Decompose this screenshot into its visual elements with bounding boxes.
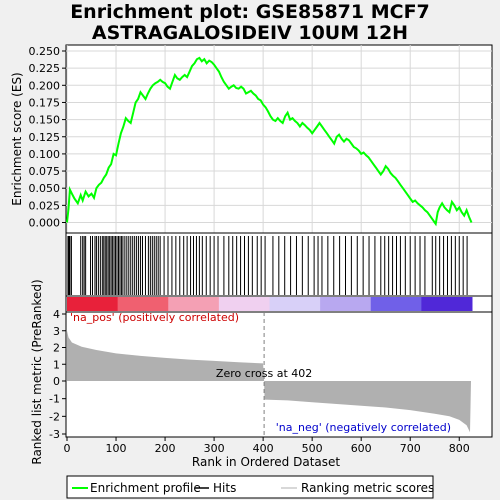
zero-cross-label: Zero cross at 402: [216, 367, 312, 380]
heatmap-segment: [168, 297, 220, 311]
es-y-axis-label: Enrichment score (ES): [10, 72, 24, 205]
es-tick-label: 0.000: [29, 217, 61, 230]
es-tick-label: 0.175: [29, 96, 61, 109]
x-tick-label: 300: [204, 442, 225, 455]
x-tick-label: 0: [64, 442, 71, 455]
chart-title-line2: ASTRAGALOSIDEIV 10UM 12H: [91, 22, 409, 44]
x-tick-label: 800: [449, 442, 470, 455]
metric-tick-label: -2: [49, 410, 60, 423]
legend-box: [66, 475, 434, 499]
es-tick-label: 0.125: [29, 131, 61, 144]
x-axis-label: Rank in Ordered Dataset: [192, 455, 340, 469]
metric-tick-label: 0: [53, 375, 60, 388]
enrichment-profile-line: [66, 56, 473, 227]
es-panel-frame: [65, 44, 493, 234]
x-tick-label: 600: [351, 442, 372, 455]
legend-label-hits: Hits: [213, 481, 236, 495]
es-tick-label: 0.200: [29, 79, 61, 92]
legend-label-enrichment: Enrichment profile: [90, 481, 201, 495]
es-tick-label: 0.050: [29, 182, 61, 195]
ranking-metric-area: [67, 330, 471, 433]
metric-tick-label: 1: [53, 358, 60, 371]
heatmap-segment: [320, 297, 372, 311]
heatmap-segment: [218, 297, 270, 311]
chart-title-line1: Enrichment plot: GSE85871 MCF7: [70, 1, 430, 23]
heatmap-segment: [117, 297, 169, 311]
x-tick-label: 400: [253, 442, 274, 455]
metric-tick-label: -1: [49, 393, 60, 406]
legend-label-metric: Ranking metric scores: [301, 481, 434, 495]
heatmap-segment: [67, 297, 119, 311]
metric-tick-label: 3: [53, 325, 60, 338]
heatmap-segment: [370, 297, 422, 311]
x-tick-label: 100: [106, 442, 127, 455]
x-tick-label: 500: [302, 442, 323, 455]
heatmap-segment: [421, 297, 473, 311]
es-tick-label: 0.150: [29, 114, 61, 127]
x-tick-label: 200: [155, 442, 176, 455]
heatmap-segment: [269, 297, 321, 311]
x-tick-label: 700: [400, 442, 421, 455]
metric-tick-label: 4: [53, 308, 60, 321]
metric-tick-label: 2: [53, 342, 60, 355]
metric-y-axis-label: Ranked list metric (PreRanked): [30, 279, 44, 464]
es-tick-label: 0.100: [29, 148, 61, 161]
metric-tick-label: -3: [49, 428, 60, 441]
es-tick-label: 0.225: [29, 62, 61, 75]
es-tick-label: 0.025: [29, 199, 61, 212]
na-pos-label: 'na_pos' (positively correlated): [70, 311, 239, 324]
es-tick-label: 0.250: [29, 45, 61, 58]
es-tick-label: 0.075: [29, 165, 61, 178]
na-neg-label: 'na_neg' (negatively correlated): [276, 421, 451, 434]
